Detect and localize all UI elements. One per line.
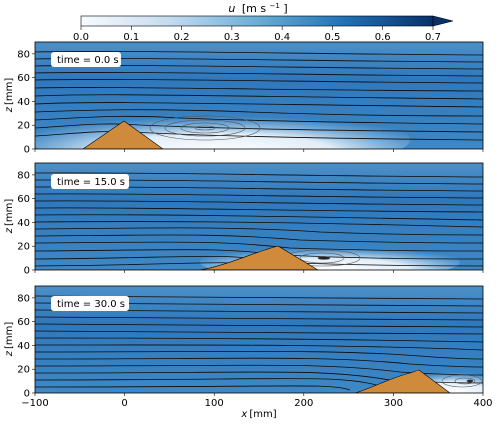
colorbar-tick-label: 0.2 [174, 32, 190, 43]
panels: time = 0.0 s z[mm] [4, 41, 484, 394]
colorbar-tick-label: 0.5 [324, 32, 340, 43]
colorbar-tick-label: 0.1 [123, 32, 139, 43]
panel-1-frame [34, 162, 484, 271]
y-tick-label: 60 [17, 317, 30, 328]
panel-time-30: time = 30.0 s z[mm] [4, 285, 484, 394]
x-tick-label: 400 [473, 398, 492, 409]
panel-1-streamlines [35, 172, 483, 269]
colorbar-tick-label: 0.4 [274, 32, 290, 43]
y-tick-label: 20 [17, 121, 30, 132]
panel-time-15: time = 15.0 s z[mm] [4, 162, 484, 271]
y-tick-label: 40 [17, 97, 30, 108]
y-tick-label: 0 [24, 266, 30, 277]
y-tick-label: 80 [17, 170, 30, 181]
y-tick-label: 60 [17, 73, 30, 84]
x-tick-label: 100 [205, 398, 224, 409]
panel-2-ylabel: z[mm] [4, 322, 15, 358]
colorbar-label-unit: [m s [242, 2, 267, 15]
panel-0-vortex [149, 115, 261, 141]
y-tick-label: 80 [17, 293, 30, 304]
colorbar-bar [80, 15, 434, 27]
panel-2-frame [34, 285, 484, 394]
y-tick-label: 0 [24, 389, 30, 400]
x-tick-label: 200 [294, 398, 313, 409]
panel-1-ylabel: z[mm] [4, 199, 15, 235]
colorbar-label: u [m s −1 ] [228, 0, 287, 15]
panel-0-time-box: time = 0.0 s [51, 52, 121, 67]
y-tick-label: 0 [24, 145, 30, 156]
colorbar-label-close: ] [283, 2, 287, 15]
colorbar-tick-label: 0.3 [224, 32, 240, 43]
colorbar-label-symbol: u [228, 2, 235, 15]
y-tick-label: 20 [17, 242, 30, 253]
panel-0-time-label: time = 0.0 s [57, 55, 119, 66]
colorbar: u [m s −1 ] 0.0 0.1 0.2 0.3 0.4 0.5 0.6 0.7 [73, 0, 454, 43]
panel-1-time-box: time = 15.0 s [51, 174, 129, 189]
panel-0-ylabel: z[mm] [4, 78, 15, 114]
colorbar-tick-label: 0.6 [375, 32, 391, 43]
y-tick-label: 40 [17, 341, 30, 352]
panel-2-time-label: time = 30.0 s [57, 299, 125, 310]
panel-1-time-label: time = 15.0 s [57, 177, 125, 188]
x-tick-label: 0 [121, 398, 127, 409]
panel-2-dune [354, 369, 451, 393]
panel-0-frame [34, 41, 484, 150]
x-tick-label: −100 [21, 398, 48, 409]
x-tick-label: 300 [384, 398, 403, 409]
colorbar-tick-label: 0.0 [73, 32, 89, 43]
colorbar-ticks: 0.0 0.1 0.2 0.3 0.4 0.5 0.6 0.7 [73, 26, 441, 43]
y-tick-label: 80 [17, 49, 30, 60]
colorbar-extend-arrow [432, 15, 454, 27]
y-tick-label: 40 [17, 218, 30, 229]
panel-2-vortex [441, 374, 483, 388]
x-axis-label: x [mm] [240, 409, 276, 420]
panel-2-time-box: time = 30.0 s [51, 296, 129, 311]
y-tick-label: 60 [17, 194, 30, 205]
colorbar-tick-label: 0.7 [425, 32, 441, 43]
panel-0-dune [82, 120, 164, 149]
panel-1-dune [199, 245, 319, 270]
y-tick-label: 20 [17, 365, 30, 376]
colorbar-label-exponent: −1 [270, 2, 280, 10]
panel-time-0: time = 0.0 s z[mm] [4, 41, 484, 150]
